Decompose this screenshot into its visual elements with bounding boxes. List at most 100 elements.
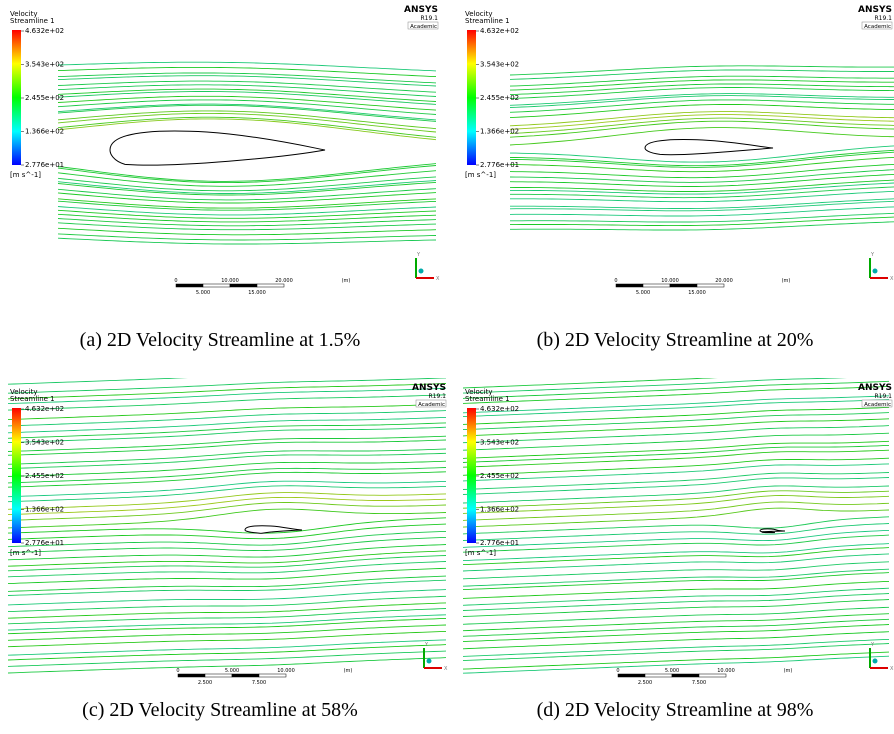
- legend-label: 3.543e+02: [480, 61, 519, 69]
- scale-label: 5.000: [196, 290, 210, 296]
- logo-version: R19.1: [874, 393, 892, 400]
- legend-label: 4.632e+02: [25, 405, 64, 413]
- legend-label: 2.776e+01: [25, 161, 64, 169]
- caption: (c) 2D Velocity Streamline at 58%: [0, 699, 440, 722]
- streamline: [463, 450, 889, 467]
- streamline: [8, 427, 446, 442]
- scale-segment: [645, 674, 672, 677]
- streamline: [463, 625, 889, 642]
- scale-label: 0: [174, 278, 177, 284]
- streamline: [510, 174, 894, 186]
- legend-label: 2.455e+02: [25, 94, 64, 102]
- legend-subtitle: Streamline 1: [465, 17, 510, 25]
- logo-version: R19.1: [874, 15, 892, 22]
- legend-label: 2.455e+02: [25, 472, 64, 480]
- scale-label: 2.500: [198, 680, 212, 686]
- scale-label: 10.000: [277, 668, 295, 674]
- logo-name: ANSYS: [858, 5, 892, 15]
- airfoil: [110, 131, 325, 165]
- streamline: [8, 395, 446, 410]
- scale-segment: [697, 284, 724, 287]
- scale-label: 2.500: [638, 680, 652, 686]
- streamline: [8, 481, 446, 497]
- scale-segment: [618, 674, 645, 677]
- streamline: [58, 67, 436, 76]
- streamline: [463, 491, 889, 508]
- scale-segment: [643, 284, 670, 287]
- scale-label: 10.000: [221, 278, 239, 284]
- streamline: [8, 486, 446, 502]
- scale-label: 7.500: [252, 680, 266, 686]
- scale-segment: [203, 284, 230, 287]
- streamline: [58, 223, 436, 230]
- streamline: [8, 576, 446, 591]
- streamline: [463, 569, 889, 586]
- scale-segment: [205, 674, 232, 677]
- streamline: [8, 568, 446, 583]
- streamline: [8, 603, 446, 618]
- scale-label: 5.000: [636, 290, 650, 296]
- legend-label: 3.543e+02: [25, 61, 64, 69]
- caption: (b) 2D Velocity Streamline at 20%: [455, 329, 894, 352]
- streamline: [8, 378, 446, 384]
- legend-label: 1.366e+02: [480, 128, 519, 136]
- streamline: [8, 440, 446, 455]
- streamline: [463, 381, 889, 398]
- streamline: [8, 537, 446, 552]
- logo-license: Academic: [410, 24, 437, 30]
- scale-label: 15.000: [688, 290, 706, 296]
- logo-license: Academic: [864, 24, 891, 30]
- figure: VelocityStreamline 14.632e+023.543e+022.…: [0, 0, 894, 734]
- scale-label: (m): [342, 278, 351, 284]
- streamline: [8, 618, 446, 633]
- scale-segment: [672, 674, 699, 677]
- streamline: [510, 96, 894, 108]
- legend-label: 2.776e+01: [480, 539, 519, 547]
- axis-label: Y: [870, 252, 875, 258]
- streamline: [8, 545, 446, 560]
- logo-name: ANSYS: [858, 383, 892, 393]
- axis-label: X: [890, 276, 894, 282]
- scale-segment: [176, 284, 203, 287]
- legend-unit: [m s^-1]: [10, 549, 41, 557]
- streamline: [8, 645, 446, 660]
- legend-subtitle: Streamline 1: [10, 395, 55, 403]
- logo-version: R19.1: [420, 15, 438, 22]
- legend-label: 2.776e+01: [25, 539, 64, 547]
- scale-label: 5.000: [225, 668, 239, 674]
- streamline: [8, 404, 446, 419]
- legend-label: 1.366e+02: [480, 506, 519, 514]
- streamline: [8, 468, 446, 483]
- streamline: [8, 596, 446, 611]
- scale-segment: [616, 284, 643, 287]
- streamline: [8, 453, 446, 468]
- legend-label: 1.366e+02: [25, 128, 64, 136]
- scale-label: (m): [782, 278, 791, 284]
- legend-label: 4.632e+02: [480, 405, 519, 413]
- scale-label: (m): [784, 668, 793, 674]
- legend-label: 1.366e+02: [25, 506, 64, 514]
- axis-z: [873, 269, 878, 274]
- streamline: [8, 503, 446, 521]
- scale-segment: [257, 284, 284, 287]
- streamline: [463, 426, 889, 443]
- logo-license: Academic: [864, 402, 891, 408]
- legend-label: 2.455e+02: [480, 472, 519, 480]
- airfoil: [245, 526, 302, 534]
- streamline: [463, 378, 889, 388]
- axis-label: Y: [416, 252, 421, 258]
- scale-label: 5.000: [665, 668, 679, 674]
- axis-label: X: [890, 666, 894, 672]
- scale-segment: [259, 674, 286, 677]
- axis-label: X: [436, 276, 440, 282]
- streamline: [58, 85, 436, 97]
- scale-label: (m): [344, 668, 353, 674]
- scale-label: 10.000: [661, 278, 679, 284]
- color-bar: [12, 408, 21, 543]
- streamline: [58, 89, 436, 101]
- scale-segment: [232, 674, 259, 677]
- scale-label: 7.500: [692, 680, 706, 686]
- streamline: [463, 400, 889, 417]
- streamline: [8, 436, 446, 451]
